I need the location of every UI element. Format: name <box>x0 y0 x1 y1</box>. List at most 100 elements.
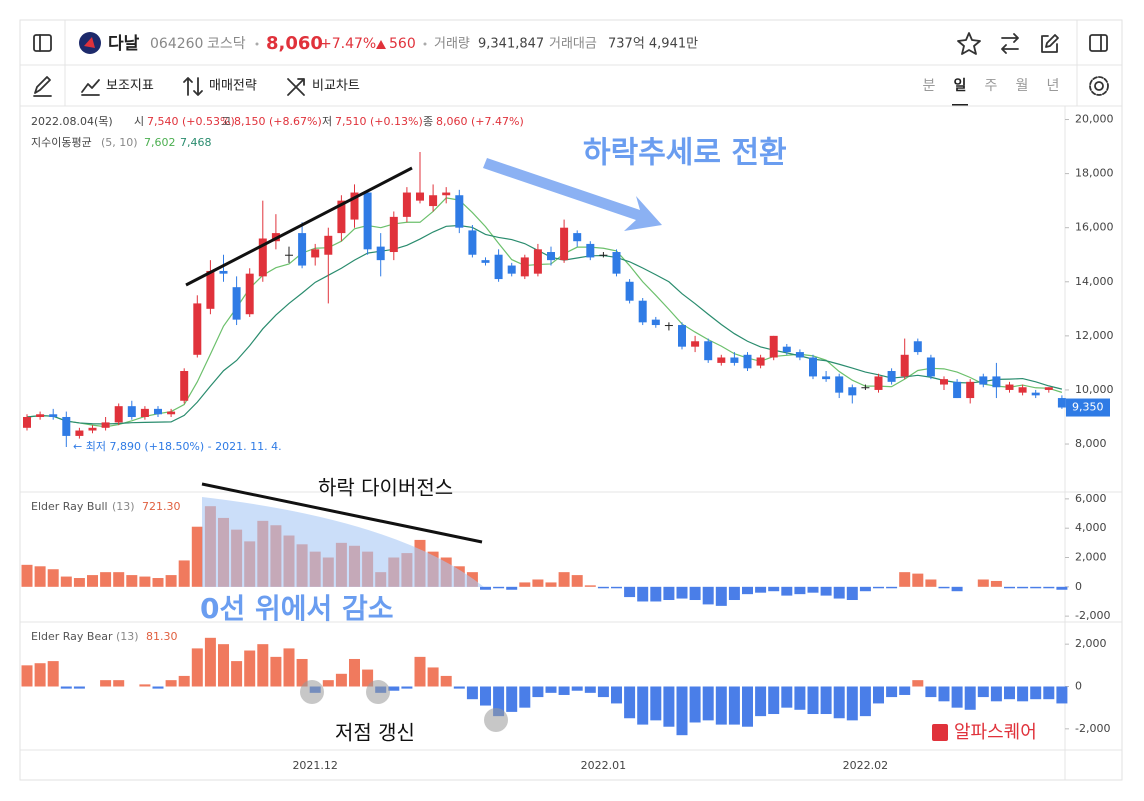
candle-body <box>49 414 58 417</box>
histogram-bar <box>506 686 518 712</box>
candle-body <box>874 376 883 390</box>
histogram-bar <box>73 686 85 689</box>
candle-body <box>586 243 595 258</box>
histogram-bar <box>1056 686 1068 704</box>
candle-body <box>913 341 922 353</box>
histogram-bar <box>702 686 714 721</box>
histogram-bar <box>545 582 557 587</box>
histogram-bar <box>1030 586 1042 589</box>
dot <box>255 42 259 46</box>
histogram-bar <box>388 686 400 691</box>
candle-body <box>861 387 870 389</box>
histogram-bar <box>977 686 989 698</box>
histogram-bar <box>414 656 426 687</box>
settings-button[interactable] <box>1089 76 1109 96</box>
candle-body <box>324 235 333 255</box>
histogram-bar <box>204 637 216 687</box>
period-tab[interactable]: 분 <box>923 78 936 94</box>
histogram-bar <box>73 578 85 587</box>
histogram-bar <box>178 675 190 687</box>
candle-body <box>429 195 438 207</box>
draw-button[interactable] <box>33 76 52 97</box>
histogram-bar <box>1043 586 1055 589</box>
candle-body <box>1031 392 1040 396</box>
histogram-bar <box>244 650 256 687</box>
candle-body <box>389 216 398 253</box>
toolbar: 보조지표 매매전략 비교차트 분 일 주 월 년 <box>20 76 1122 107</box>
histogram-bar <box>899 686 911 695</box>
histogram-bar <box>113 680 125 687</box>
histogram-bar <box>637 686 649 725</box>
candle-body <box>533 249 542 274</box>
candle-body <box>756 357 765 366</box>
bull-name: Elder Ray Bull <box>31 500 108 513</box>
histogram-bar <box>833 586 845 599</box>
ma-params: (5, 10) <box>101 136 138 149</box>
histogram-bar <box>558 686 570 695</box>
y-tick-label: -2,000 <box>1075 722 1110 735</box>
ma10-value: 7,468 <box>180 136 212 149</box>
histogram-bar <box>532 686 544 698</box>
indicator-icon <box>81 79 100 96</box>
histogram-bar <box>427 667 439 687</box>
sidebar-toggle[interactable] <box>33 34 52 52</box>
histogram-bar <box>820 686 832 715</box>
candle-body <box>664 325 673 327</box>
candle-body <box>481 260 490 263</box>
candle-body <box>494 254 503 280</box>
bear-name: Elder Ray Bear <box>31 630 113 643</box>
favorite-button[interactable] <box>957 32 981 55</box>
change-pct: +7.47% <box>320 36 376 52</box>
period-tab[interactable]: 주 <box>985 78 998 94</box>
toolbar-item[interactable]: 매매전략 <box>209 79 257 94</box>
info-label: 시 <box>134 115 144 128</box>
histogram-bar <box>663 586 675 601</box>
dot <box>423 42 427 46</box>
period-tab[interactable]: 월 <box>1016 78 1029 94</box>
x-tick-label: 2022.01 <box>581 759 627 772</box>
histogram-bar <box>60 576 72 587</box>
candle-body <box>573 233 582 242</box>
candle-body <box>363 192 372 250</box>
histogram-bar <box>401 686 413 689</box>
toolbar-item[interactable]: 보조지표 <box>106 79 154 94</box>
histogram-bar <box>126 575 138 587</box>
compare-button[interactable] <box>1001 33 1019 54</box>
histogram-bar <box>964 686 976 710</box>
period-tab[interactable]: 일 <box>954 78 967 94</box>
histogram-bar <box>571 575 583 587</box>
candle-body <box>743 354 752 369</box>
bear-current: 81.30 <box>146 630 178 643</box>
histogram-bar <box>152 578 164 587</box>
histogram-bar <box>322 680 334 687</box>
period-tab[interactable]: 년 <box>1047 78 1060 94</box>
histogram-bar <box>1043 686 1055 700</box>
histogram-bar <box>938 686 950 702</box>
candle-body <box>127 406 136 417</box>
histogram-bar <box>755 586 767 593</box>
histogram-bar <box>165 575 177 587</box>
histogram-bar <box>506 586 518 590</box>
annotations: 하락추세로 전환 하락 다이버전스 0선 위에서 감소 저점 갱신 ← 최저 7… <box>73 136 1037 745</box>
histogram-bar <box>611 586 622 589</box>
amount-label: 거래대금 <box>549 37 597 52</box>
toolbar-item[interactable]: 비교차트 <box>312 79 360 94</box>
candle-body <box>245 273 254 315</box>
histogram-bar <box>990 686 1002 702</box>
histogram-bar <box>480 686 491 706</box>
edit-button[interactable] <box>1041 34 1059 53</box>
y-tick-label: 8,000 <box>1075 437 1107 450</box>
histogram-bar <box>899 572 911 587</box>
info-label: 저 <box>322 115 332 128</box>
candle-body <box>769 335 778 358</box>
info-value: 7,540 (+0.53%) <box>147 115 235 128</box>
y-tick-label: 14,000 <box>1075 275 1114 288</box>
histogram-bar <box>938 586 950 589</box>
histogram-bar <box>728 686 740 725</box>
candle-body <box>966 381 975 399</box>
panel-toggle[interactable] <box>1089 34 1108 52</box>
histogram-bar <box>807 686 819 715</box>
candle-body <box>717 357 726 363</box>
histogram-bar <box>453 686 465 689</box>
